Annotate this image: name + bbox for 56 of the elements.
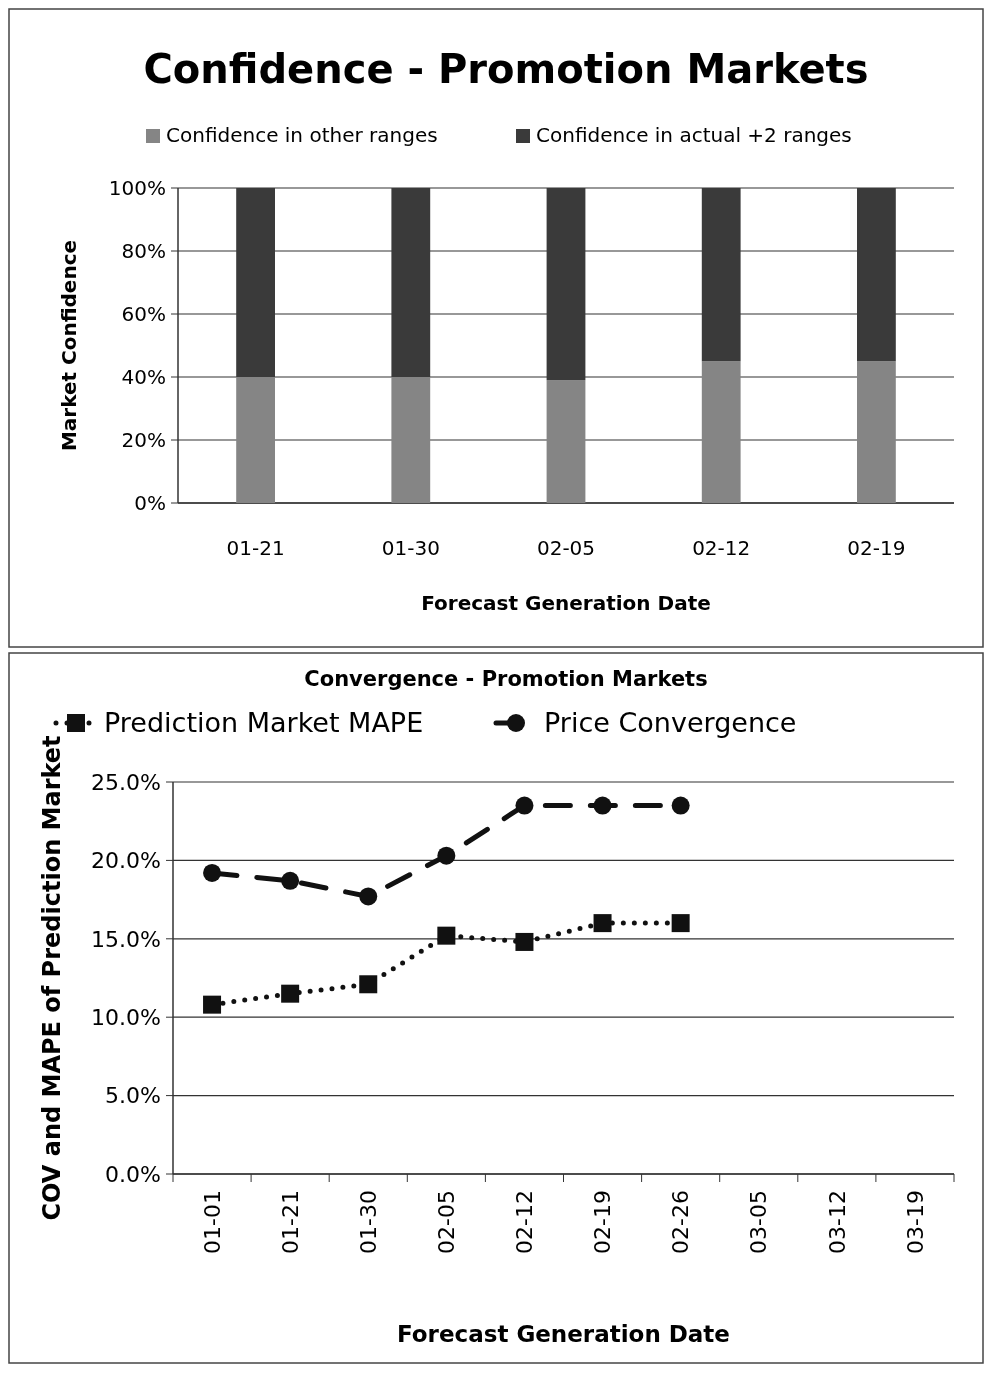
y-tick-label: 40% — [121, 365, 166, 389]
point — [593, 914, 612, 933]
point — [281, 871, 300, 890]
point — [593, 796, 612, 815]
point — [515, 932, 534, 951]
point — [281, 984, 300, 1003]
legend-label: Price Convergence — [544, 707, 797, 738]
x-axis-title: Forecast Generation Date — [421, 591, 711, 615]
x-tick-label: 01-30 — [355, 1190, 381, 1254]
x-tick-label: 02-19 — [590, 1190, 616, 1254]
point — [437, 926, 456, 945]
x-tick-label: 03-12 — [824, 1190, 850, 1254]
point — [203, 995, 222, 1014]
y-tick-label: 60% — [121, 302, 166, 326]
x-tick-label: 01-01 — [199, 1190, 225, 1254]
x-tick-label: 02-26 — [668, 1190, 694, 1254]
x-tick-label: 02-05 — [434, 1190, 460, 1254]
bar — [236, 377, 275, 503]
bar — [857, 361, 896, 503]
y-tick-label: 0.0% — [105, 1161, 161, 1187]
x-tick-label: 02-12 — [692, 536, 751, 560]
bar — [546, 380, 586, 503]
point — [437, 846, 456, 865]
point — [359, 887, 378, 906]
x-tick-label: 02-19 — [847, 536, 906, 560]
y-axis-title: Market Confidence — [57, 239, 81, 452]
legend-label: Confidence in actual +2 ranges — [536, 123, 852, 147]
y-tick-label: 10.0% — [91, 1004, 161, 1030]
point — [203, 863, 222, 882]
x-tick-label: 03-05 — [746, 1190, 772, 1254]
point — [359, 975, 378, 994]
bar — [701, 361, 741, 503]
x-tick-label: 02-12 — [512, 1190, 538, 1254]
bar — [391, 377, 431, 503]
x-axis-title: Forecast Generation Date — [397, 1321, 730, 1347]
y-tick-label: 0% — [134, 491, 166, 515]
point — [671, 796, 690, 815]
y-tick-label: 20.0% — [91, 848, 161, 874]
chart-title: Confidence - Promotion Markets — [143, 46, 869, 92]
x-tick-label: 01-30 — [381, 536, 440, 560]
x-tick-label: 01-21 — [226, 536, 285, 560]
x-tick-label: 01-21 — [277, 1190, 303, 1254]
y-tick-label: 15.0% — [91, 926, 161, 952]
y-axis-title: COV and MAPE of Prediction Market — [38, 735, 66, 1221]
y-tick-label: 25.0% — [91, 769, 161, 795]
point — [515, 796, 534, 815]
y-tick-label: 80% — [121, 239, 166, 263]
legend-label: Prediction Market MAPE — [104, 707, 424, 738]
x-tick-label: 03-19 — [902, 1190, 928, 1254]
y-tick-label: 100% — [108, 176, 166, 200]
chart-title: Convergence - Promotion Markets — [304, 667, 708, 691]
x-tick-label: 02-05 — [536, 536, 596, 560]
y-tick-label: 20% — [121, 428, 166, 452]
point — [671, 914, 690, 933]
y-tick-label: 5.0% — [105, 1083, 161, 1109]
legend-label: Confidence in other ranges — [166, 123, 438, 147]
